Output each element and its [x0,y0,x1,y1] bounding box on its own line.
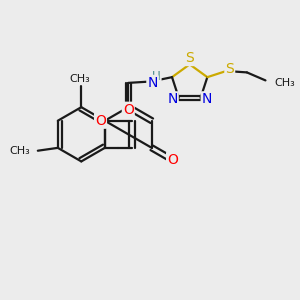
Text: N: N [202,92,212,106]
Text: O: O [167,153,178,167]
Text: CH₃: CH₃ [9,146,30,156]
Text: CH₃: CH₃ [70,74,90,84]
Text: S: S [185,51,194,65]
Text: S: S [225,62,234,76]
Text: H: H [152,70,161,83]
Text: O: O [123,103,134,117]
Text: CH₃: CH₃ [274,78,296,88]
Text: N: N [147,76,158,90]
Text: O: O [95,114,106,128]
Text: N: N [167,92,178,106]
